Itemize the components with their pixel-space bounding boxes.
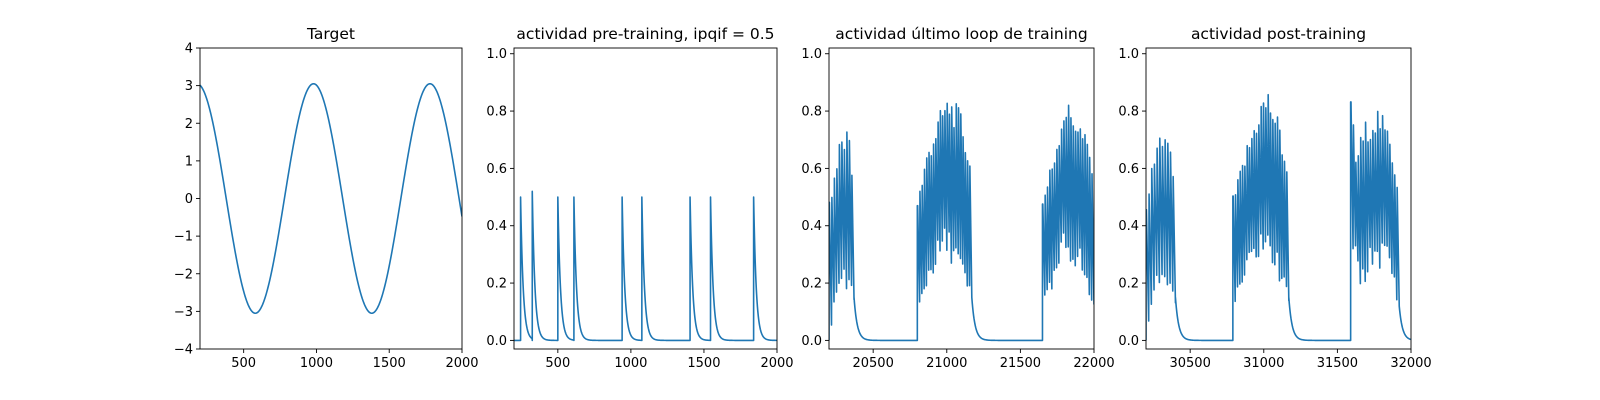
series-line [1146,93,1411,342]
y-tick-label: 0.6 [801,162,822,177]
x-tick-label: 21000 [926,356,967,371]
x-tick-label: 20500 [852,356,893,371]
y-tick-label: 0.4 [486,219,507,234]
y-tick-label: 0.6 [486,162,507,177]
y-tick-label: 0.2 [1118,277,1139,292]
x-tick-label: 2000 [760,356,793,371]
axes-frame [513,47,778,350]
series-line [829,102,1094,342]
chart-title: actividad último loop de training [835,25,1087,43]
x-tick-label: 1000 [300,356,333,371]
chart-title: actividad pre-training, ipqif = 0.5 [516,25,774,43]
y-tick-label: 0.8 [801,105,822,120]
chart-title: Target [306,25,355,43]
y-tick-label: 0.8 [486,105,507,120]
x-tick-label: 500 [231,356,256,371]
y-tick-label: 0.8 [1118,105,1139,120]
y-tick-label: 0.0 [486,334,507,349]
x-tick-label: 22000 [1073,356,1114,371]
axes-frame [1145,47,1412,350]
y-tick-label: 3 [185,79,193,94]
chart-panel-1: 500 1000 1500 2000 −4 −3 −2 −1 0 1 2 3 4 Target [174,25,479,371]
x-tick-label: 32000 [1390,356,1431,371]
series-line [514,190,777,342]
chart-panel-2: 500 1000 1500 2000 0.0 0.2 0.4 0.6 0.8 1.0 activid… [486,25,793,371]
y-tick-label: 0.4 [1118,219,1139,234]
y-tick-label: 0.4 [801,219,822,234]
chart-title: actividad post-training [1191,25,1366,43]
y-tick-label: 0.0 [1118,334,1139,349]
x-tick-label: 1000 [614,356,647,371]
y-tick-label: −1 [174,230,193,245]
y-tick-label: 0.6 [1118,162,1139,177]
series-line [200,82,462,315]
chart-panel-3: 20500 21000 21500 22000 0.0 0.2 0.4 0.6 0.8 1.0 ac… [801,25,1114,371]
y-tick-label: 2 [185,117,193,132]
x-tick-label: 31000 [1243,356,1284,371]
axes-frame [828,47,1095,350]
y-tick-label: 0.0 [801,334,822,349]
y-tick-label: −2 [174,267,193,282]
x-tick-label: 1500 [373,356,406,371]
y-tick-label: 4 [185,42,193,57]
x-tick-label: 500 [545,356,570,371]
y-tick-label: 0 [185,192,193,207]
y-tick-label: 0.2 [486,277,507,292]
x-tick-label: 1500 [687,356,720,371]
y-tick-label: 1 [185,154,193,169]
y-tick-label: 1.0 [1118,47,1139,62]
x-tick-label: 31500 [1317,356,1358,371]
y-tick-label: −3 [174,305,193,320]
x-tick-label: 2000 [445,356,478,371]
y-tick-label: 1.0 [486,47,507,62]
x-tick-label: 30500 [1169,356,1210,371]
y-tick-label: 1.0 [801,47,822,62]
y-tick-label: 0.2 [801,277,822,292]
x-tick-label: 21500 [1000,356,1041,371]
y-tick-label: −4 [174,343,193,358]
chart-panel-4: 30500 31000 31500 32000 0.0 0.2 0.4 0.6 0.8 1.0 ac… [1118,25,1431,371]
